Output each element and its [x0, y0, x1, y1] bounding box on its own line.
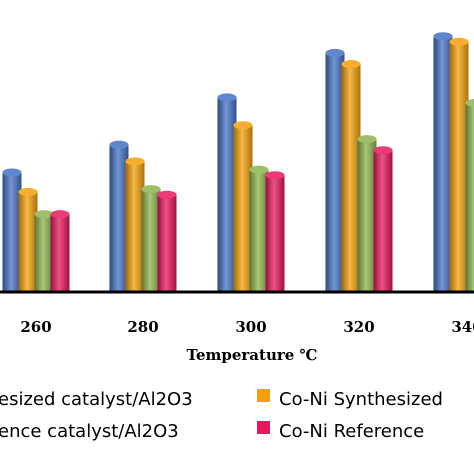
legend-label-4: Co-Ni Reference	[279, 421, 424, 442]
bar-series1-cat-260	[2, 168, 22, 292]
bar-series4-cat-280	[157, 190, 177, 292]
bar-series1-cat-320	[325, 48, 345, 292]
bar-series1-cat-300	[217, 93, 237, 293]
x-tick-labels: 260 280 300 320 340	[20, 318, 474, 336]
legend: esized catalyst/Al2O3 Co-Ni Synthesized …	[0, 389, 443, 442]
bar-series4-cat-260	[50, 210, 70, 292]
bar-series3-cat-280	[141, 185, 161, 292]
bar-series2-cat-300	[233, 121, 253, 292]
x-tick-label-340: 340	[451, 318, 474, 336]
x-tick-label-280: 280	[127, 318, 158, 336]
x-tick-label-320: 320	[343, 318, 374, 336]
x-tick-label-260: 260	[20, 318, 51, 336]
bar-series3-cat-300	[249, 165, 269, 292]
bar-series2-cat-320	[341, 60, 361, 292]
legend-swatch-4	[257, 421, 270, 434]
bar-series2-cat-260	[18, 187, 38, 292]
bar-series2-cat-280	[125, 157, 145, 292]
bar-series1-cat-280	[109, 140, 129, 292]
bar-series3-cat-320	[357, 135, 377, 292]
legend-label-1: esized catalyst/Al2O3	[0, 389, 193, 410]
bar-series4-cat-320	[373, 146, 393, 292]
x-axis-title: Temperature ℃	[187, 346, 318, 364]
x-tick-label-300: 300	[235, 318, 266, 336]
bar-series3-cat-260	[34, 210, 54, 292]
legend-label-3: ence catalyst/Al2O3	[0, 421, 179, 442]
legend-label-2: Co-Ni Synthesized	[279, 389, 443, 410]
bar-series2-cat-340	[449, 37, 469, 292]
bar-series4-cat-300	[265, 171, 285, 292]
bars-layer	[2, 32, 474, 293]
legend-swatch-2	[257, 389, 270, 402]
bar-series1-cat-340	[433, 32, 453, 292]
bar-series3-cat-340	[465, 98, 474, 293]
